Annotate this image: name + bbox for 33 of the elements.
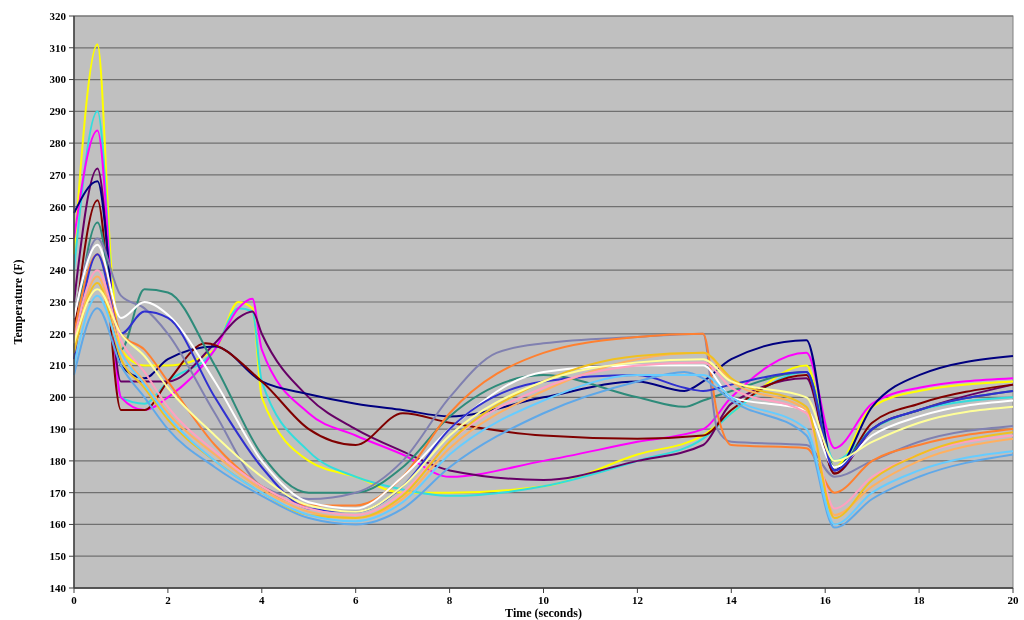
y-tick-label: 150	[49, 550, 67, 563]
y-tick-label: 240	[49, 264, 67, 277]
x-tick-label: 18	[913, 594, 926, 606]
y-tick-label: 280	[49, 136, 67, 149]
y-tick-label: 220	[49, 327, 67, 340]
x-tick-label: 16	[819, 594, 832, 606]
x-tick-label: 14	[725, 594, 738, 606]
y-tick-label: 170	[49, 486, 67, 499]
y-tick-label: 250	[49, 232, 67, 245]
y-axis-title: Temperature (F)	[11, 259, 25, 345]
x-tick-label: 4	[259, 594, 266, 606]
x-tick-label: 20	[1007, 594, 1019, 606]
x-tick-label: 6	[352, 594, 359, 606]
y-tick-label: 320	[49, 9, 67, 22]
x-axis-title: Time (seconds)	[505, 606, 582, 620]
y-tick-label: 230	[49, 295, 67, 308]
y-tick-label: 310	[49, 41, 67, 54]
y-tick-label: 200	[49, 391, 67, 404]
line-series	[73, 43, 1014, 494]
x-tick-label: 10	[538, 594, 550, 606]
y-tick-label: 190	[49, 422, 67, 435]
y-tick-label: 300	[49, 73, 67, 86]
y-tick-label: 180	[49, 454, 67, 467]
x-tick-label: 0	[71, 594, 78, 606]
x-tick-label: 8	[446, 594, 453, 606]
y-tick-label: 160	[49, 518, 67, 531]
y-tick-label: 210	[49, 359, 67, 372]
x-tick-label: 12	[631, 594, 644, 606]
y-tick-label: 260	[49, 200, 67, 213]
y-tick-label: 270	[49, 168, 67, 181]
y-tick-label: 140	[49, 581, 67, 594]
x-tick-label: 2	[165, 594, 172, 606]
y-tick-label: 290	[49, 105, 67, 118]
